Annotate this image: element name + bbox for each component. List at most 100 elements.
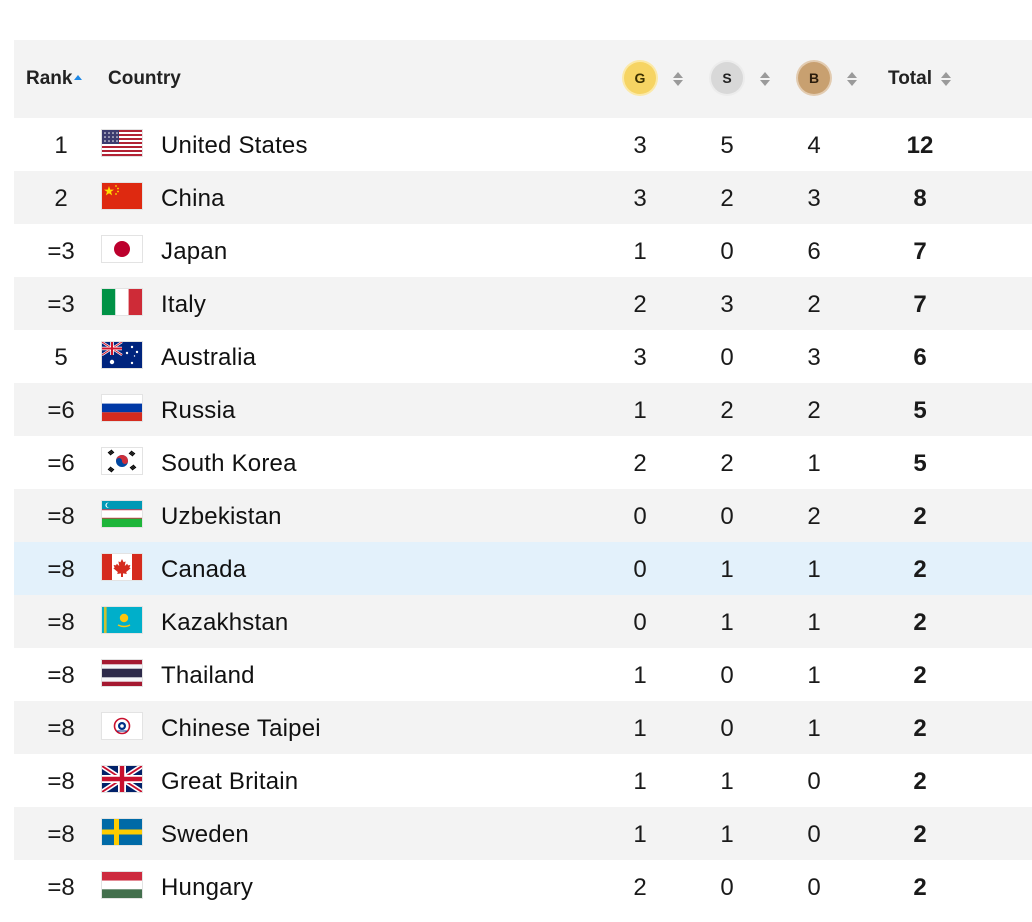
rank-cell: =8 [47,874,75,901]
gold-count-cell: 2 [633,874,647,901]
country-name-cell[interactable]: Australia [161,344,257,371]
table-row[interactable]: =3 Italy 2 3 2 7 [14,277,1032,330]
bronze-count-cell: 3 [807,344,821,371]
gold-count-cell: 3 [633,344,647,371]
hungary-flag-icon [102,872,142,898]
gold-count-cell: 1 [633,715,647,742]
silver-count-cell: 5 [720,132,734,159]
bronze-count-cell: 0 [807,874,821,901]
bronze-count-cell: 6 [807,238,821,265]
sort-bronze-icon[interactable] [847,72,857,86]
table-header: Rank Country G S B Total [14,40,1032,118]
total-count-cell: 2 [913,503,927,530]
total-count-cell: 8 [913,185,927,212]
silver-count-cell: 2 [720,450,734,477]
total-count-cell: 5 [913,397,927,424]
gold-count-cell: 1 [633,397,647,424]
country-name-cell[interactable]: Russia [161,397,236,424]
bronze-count-cell: 4 [807,132,821,159]
country-name-cell[interactable]: Uzbekistan [161,503,282,530]
country-name-cell[interactable]: Thailand [161,662,255,689]
total-column-header[interactable]: Total [888,68,951,90]
table-row[interactable]: =8 Great Britain 1 1 0 2 [14,754,1032,807]
silver-count-cell: 0 [720,874,734,901]
silver-count-cell: 3 [720,291,734,318]
gold-medal-icon[interactable]: G [624,62,656,94]
total-count-cell: 2 [913,715,927,742]
bronze-count-cell: 0 [807,768,821,795]
total-count-cell: 2 [913,662,927,689]
sweden-flag-icon [102,819,142,845]
country-name-cell[interactable]: South Korea [161,450,297,477]
silver-count-cell: 0 [720,715,734,742]
rank-cell: 5 [54,344,68,371]
country-name-cell[interactable]: China [161,185,225,212]
bronze-count-cell: 1 [807,662,821,689]
gold-count-cell: 2 [633,291,647,318]
silver-count-cell: 1 [720,556,734,583]
gold-count-cell: 1 [633,238,647,265]
table-row[interactable]: 1 United States 3 5 4 12 [14,118,1032,171]
country-name-cell[interactable]: Italy [161,291,207,318]
sort-ascending-icon [74,75,83,80]
country-name-cell[interactable]: Great Britain [161,768,299,795]
canada-flag-icon [102,554,142,580]
table-row[interactable]: 5 Australia 3 0 3 6 [14,330,1032,383]
table-row[interactable]: =8 Chinese Taipei 1 0 1 2 [14,701,1032,754]
rank-cell: =3 [47,291,75,318]
country-name-cell[interactable]: Sweden [161,821,249,848]
country-name-cell[interactable]: Kazakhstan [161,609,289,636]
australia-flag-icon [102,342,142,368]
table-row[interactable]: =8 Kazakhstan 0 1 1 2 [14,595,1032,648]
country-name-cell[interactable]: Hungary [161,874,254,901]
silver-count-cell: 1 [720,768,734,795]
country-name-cell[interactable]: Canada [161,556,247,583]
gold-count-cell: 3 [633,185,647,212]
bronze-medal-icon[interactable]: B [798,62,830,94]
chinese-taipei-flag-icon [102,713,142,739]
table-row[interactable]: 2 China 3 2 3 8 [14,171,1032,224]
table-row[interactable]: =6 Russia 1 2 2 5 [14,383,1032,436]
italy-flag-icon [102,289,142,315]
gold-count-cell: 1 [633,662,647,689]
country-name-cell[interactable]: United States [161,132,308,159]
sort-silver-icon[interactable] [760,72,770,86]
bronze-count-cell: 1 [807,715,821,742]
table-row[interactable]: =8 Thailand 1 0 1 2 [14,648,1032,701]
sort-total-icon[interactable] [941,72,951,86]
us-flag-icon [102,130,142,156]
total-count-cell: 12 [906,132,934,159]
table-row[interactable]: =3 Japan 1 0 6 7 [14,224,1032,277]
total-count-cell: 2 [913,768,927,795]
table-row[interactable]: =6 South Korea 2 2 1 5 [14,436,1032,489]
rank-column-header[interactable]: Rank [26,68,83,90]
rank-cell: =8 [47,715,75,742]
silver-medal-icon[interactable]: S [711,62,743,94]
total-count-cell: 2 [913,874,927,901]
total-count-cell: 7 [913,291,927,318]
silver-count-cell: 1 [720,609,734,636]
total-count-cell: 6 [913,344,927,371]
sort-gold-icon[interactable] [673,72,683,86]
total-count-cell: 2 [913,609,927,636]
table-row[interactable]: =8 Sweden 1 1 0 2 [14,807,1032,860]
table-row[interactable]: =8 Canada 0 1 1 2 [14,542,1032,595]
bronze-count-cell: 0 [807,821,821,848]
silver-count-cell: 2 [720,185,734,212]
table-row[interactable]: =8 Uzbekistan 0 0 2 2 [14,489,1032,542]
medal-table: Rank Country G S B Total 1 United States 3… [14,40,1032,913]
total-count-cell: 5 [913,450,927,477]
great-britain-flag-icon [102,766,142,792]
silver-count-cell: 0 [720,238,734,265]
country-column-header: Country [108,68,181,89]
silver-count-cell: 0 [720,344,734,371]
silver-count-cell: 2 [720,397,734,424]
gold-count-cell: 3 [633,132,647,159]
bronze-count-cell: 2 [807,397,821,424]
south-korea-flag-icon [102,448,142,474]
gold-count-cell: 1 [633,768,647,795]
rank-cell: =8 [47,609,75,636]
country-name-cell[interactable]: Chinese Taipei [161,715,321,742]
country-name-cell[interactable]: Japan [161,238,228,265]
table-row[interactable]: =8 Hungary 2 0 0 2 [14,860,1032,913]
